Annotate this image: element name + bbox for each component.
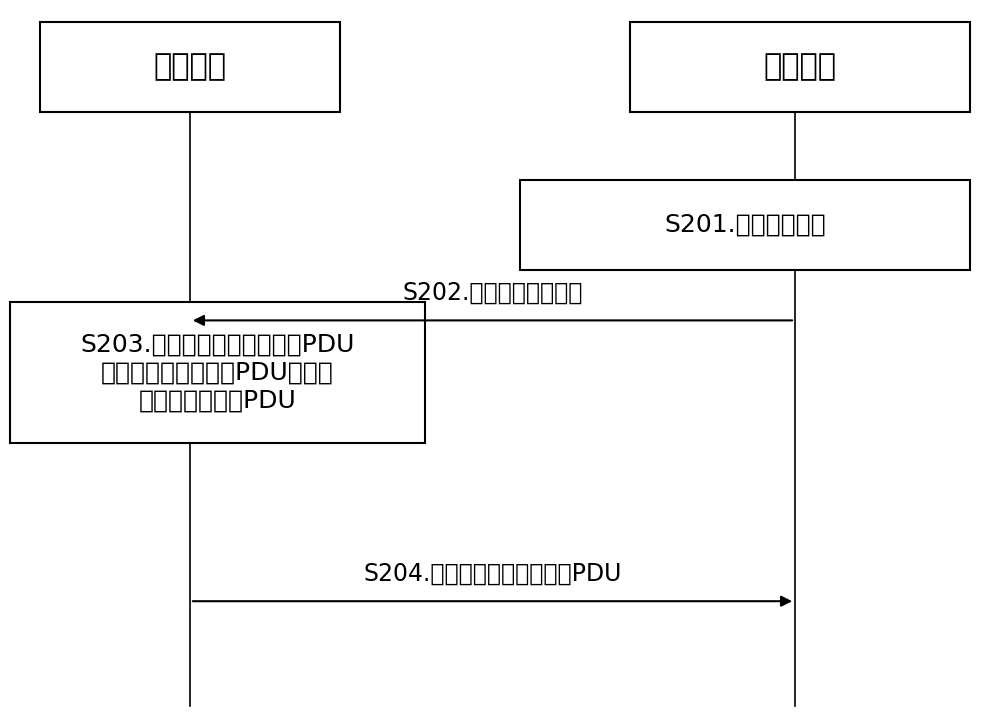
Text: S202.发送所述配置信息: S202.发送所述配置信息 [402,281,583,305]
FancyBboxPatch shape [520,180,970,270]
Text: S201.生成配置信息: S201.生成配置信息 [664,213,826,237]
FancyBboxPatch shape [40,22,340,112]
Text: 用户设备: 用户设备 [154,52,226,81]
Text: S204.发送所述状态报告控制PDU: S204.发送所述状态报告控制PDU [363,562,622,585]
FancyBboxPatch shape [630,22,970,112]
Text: 网络设备: 网络设备 [764,52,836,81]
Text: S203.选取所述至少一种控制PDU
格式中的其中一控制PDU格式生
成状态报告控制PDU: S203.选取所述至少一种控制PDU 格式中的其中一控制PDU格式生 成状态报告… [80,333,355,413]
FancyBboxPatch shape [10,302,425,443]
